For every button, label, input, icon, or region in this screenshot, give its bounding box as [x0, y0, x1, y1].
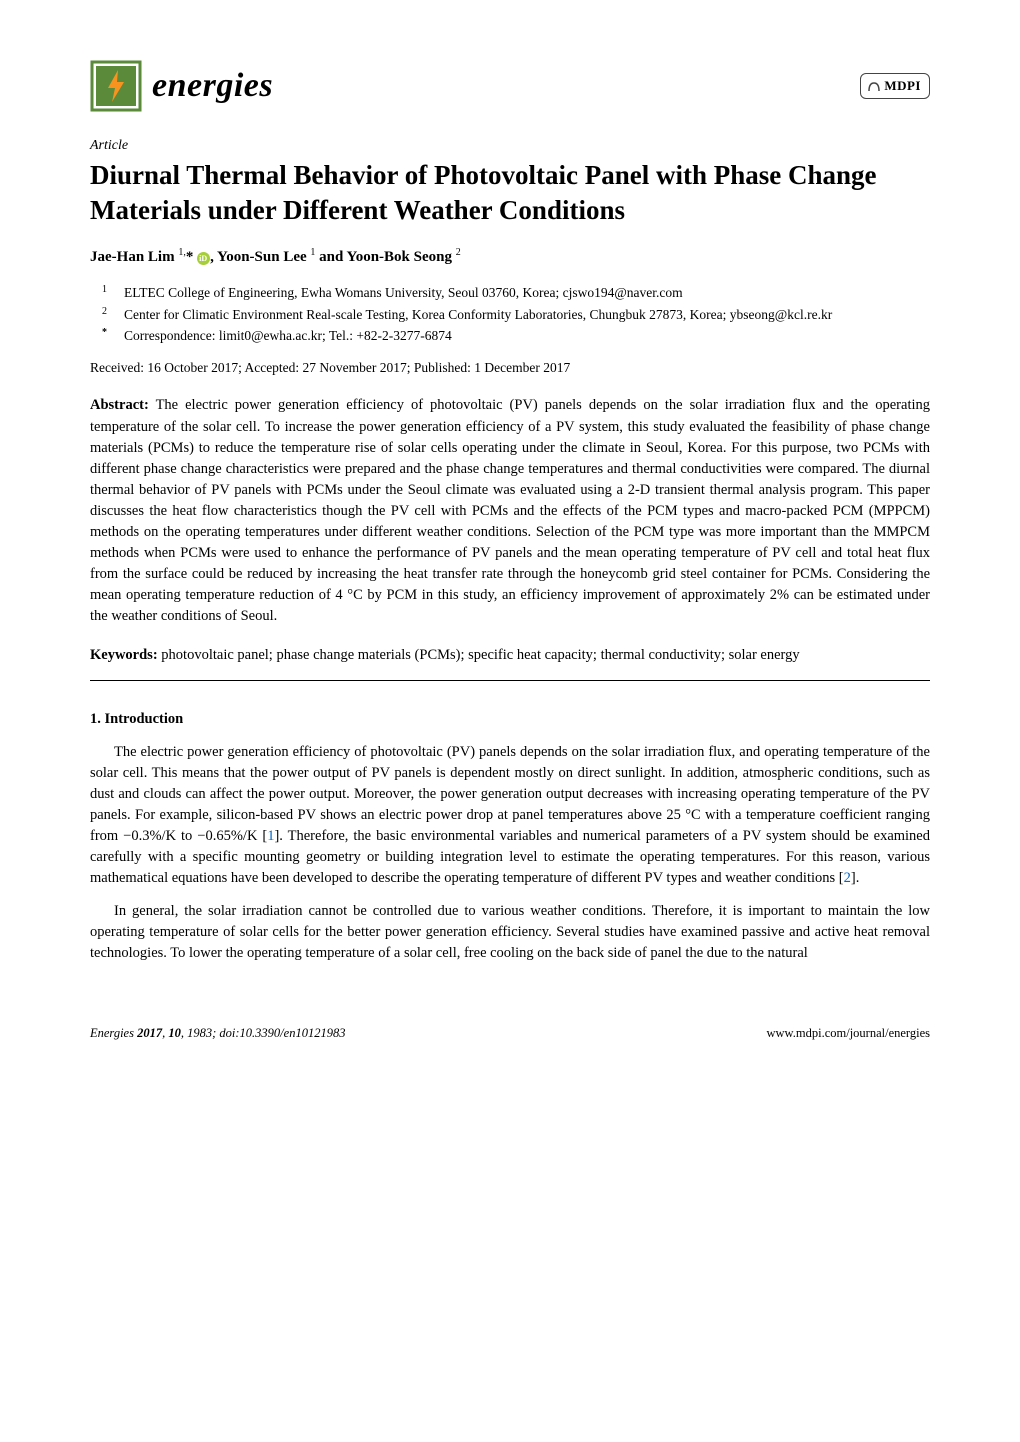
authors-line: Jae-Han Lim 1,* , Yoon-Sun Lee 1 and Yoo… — [90, 246, 930, 269]
ref-1-link[interactable]: 1 — [267, 828, 274, 844]
abstract-block: Abstract: The electric power generation … — [90, 395, 930, 626]
mdpi-icon — [867, 79, 881, 93]
affil-num-1: 1 — [102, 283, 112, 303]
footer-doi: doi:10.3390/en10121983 — [219, 1026, 345, 1040]
article-dates: Received: 16 October 2017; Accepted: 27 … — [90, 358, 930, 378]
author-1: Jae-Han Lim 1,* — [90, 249, 193, 265]
footer-year: 2017 — [137, 1026, 162, 1040]
affil-num-2: 2 — [102, 305, 112, 325]
orcid-icon — [197, 252, 210, 265]
affiliation-2: 2 Center for Climatic Environment Real-s… — [90, 305, 930, 325]
article-type: Article — [90, 136, 930, 156]
author-sep: , — [210, 249, 217, 265]
abstract-text: The electric power generation efficiency… — [90, 397, 930, 623]
footer-vol: 10 — [168, 1026, 181, 1040]
affil-text-corr: Correspondence: limit0@ewha.ac.kr; Tel.:… — [124, 326, 452, 346]
section-1-para-2: In general, the solar irradiation cannot… — [90, 901, 930, 964]
author-2: Yoon-Sun Lee 1 — [217, 249, 315, 265]
abstract-label: Abstract: — [90, 397, 149, 413]
affil-text-2: Center for Climatic Environment Real-sca… — [124, 305, 832, 325]
author-and: and — [319, 249, 346, 265]
affiliation-1: 1 ELTEC College of Engineering, Ewha Wom… — [90, 283, 930, 303]
author-3: Yoon-Bok Seong 2 — [347, 249, 461, 265]
keywords-text: photovoltaic panel; phase change materia… — [161, 647, 799, 663]
footer-article-num: 1983 — [187, 1026, 212, 1040]
mdpi-logo: MDPI — [860, 73, 930, 100]
divider-line — [90, 680, 930, 681]
affil-num-corr: * — [102, 326, 112, 346]
keywords-label: Keywords: — [90, 647, 158, 663]
keywords-block: Keywords: photovoltaic panel; phase chan… — [90, 645, 930, 666]
footer-journal: Energies — [90, 1026, 134, 1040]
footer: Energies 2017, 10, 1983; doi:10.3390/en1… — [90, 1024, 930, 1042]
article-title: Diurnal Thermal Behavior of Photovoltaic… — [90, 158, 930, 228]
journal-name: energies — [152, 61, 273, 110]
footer-citation: Energies 2017, 10, 1983; doi:10.3390/en1… — [90, 1024, 345, 1042]
energies-logo-icon — [90, 60, 142, 112]
footer-url: www.mdpi.com/journal/energies — [766, 1024, 930, 1042]
affiliation-corr: * Correspondence: limit0@ewha.ac.kr; Tel… — [90, 326, 930, 346]
affil-text-1: ELTEC College of Engineering, Ewha Woman… — [124, 283, 683, 303]
section-1-para-1: The electric power generation efficiency… — [90, 742, 930, 889]
mdpi-text: MDPI — [884, 77, 921, 96]
journal-logo-block: energies — [90, 60, 273, 112]
affiliations: 1 ELTEC College of Engineering, Ewha Wom… — [90, 283, 930, 346]
header: energies MDPI — [90, 60, 930, 112]
ref-2-link[interactable]: 2 — [844, 870, 851, 886]
section-1-heading: 1. Introduction — [90, 709, 930, 730]
